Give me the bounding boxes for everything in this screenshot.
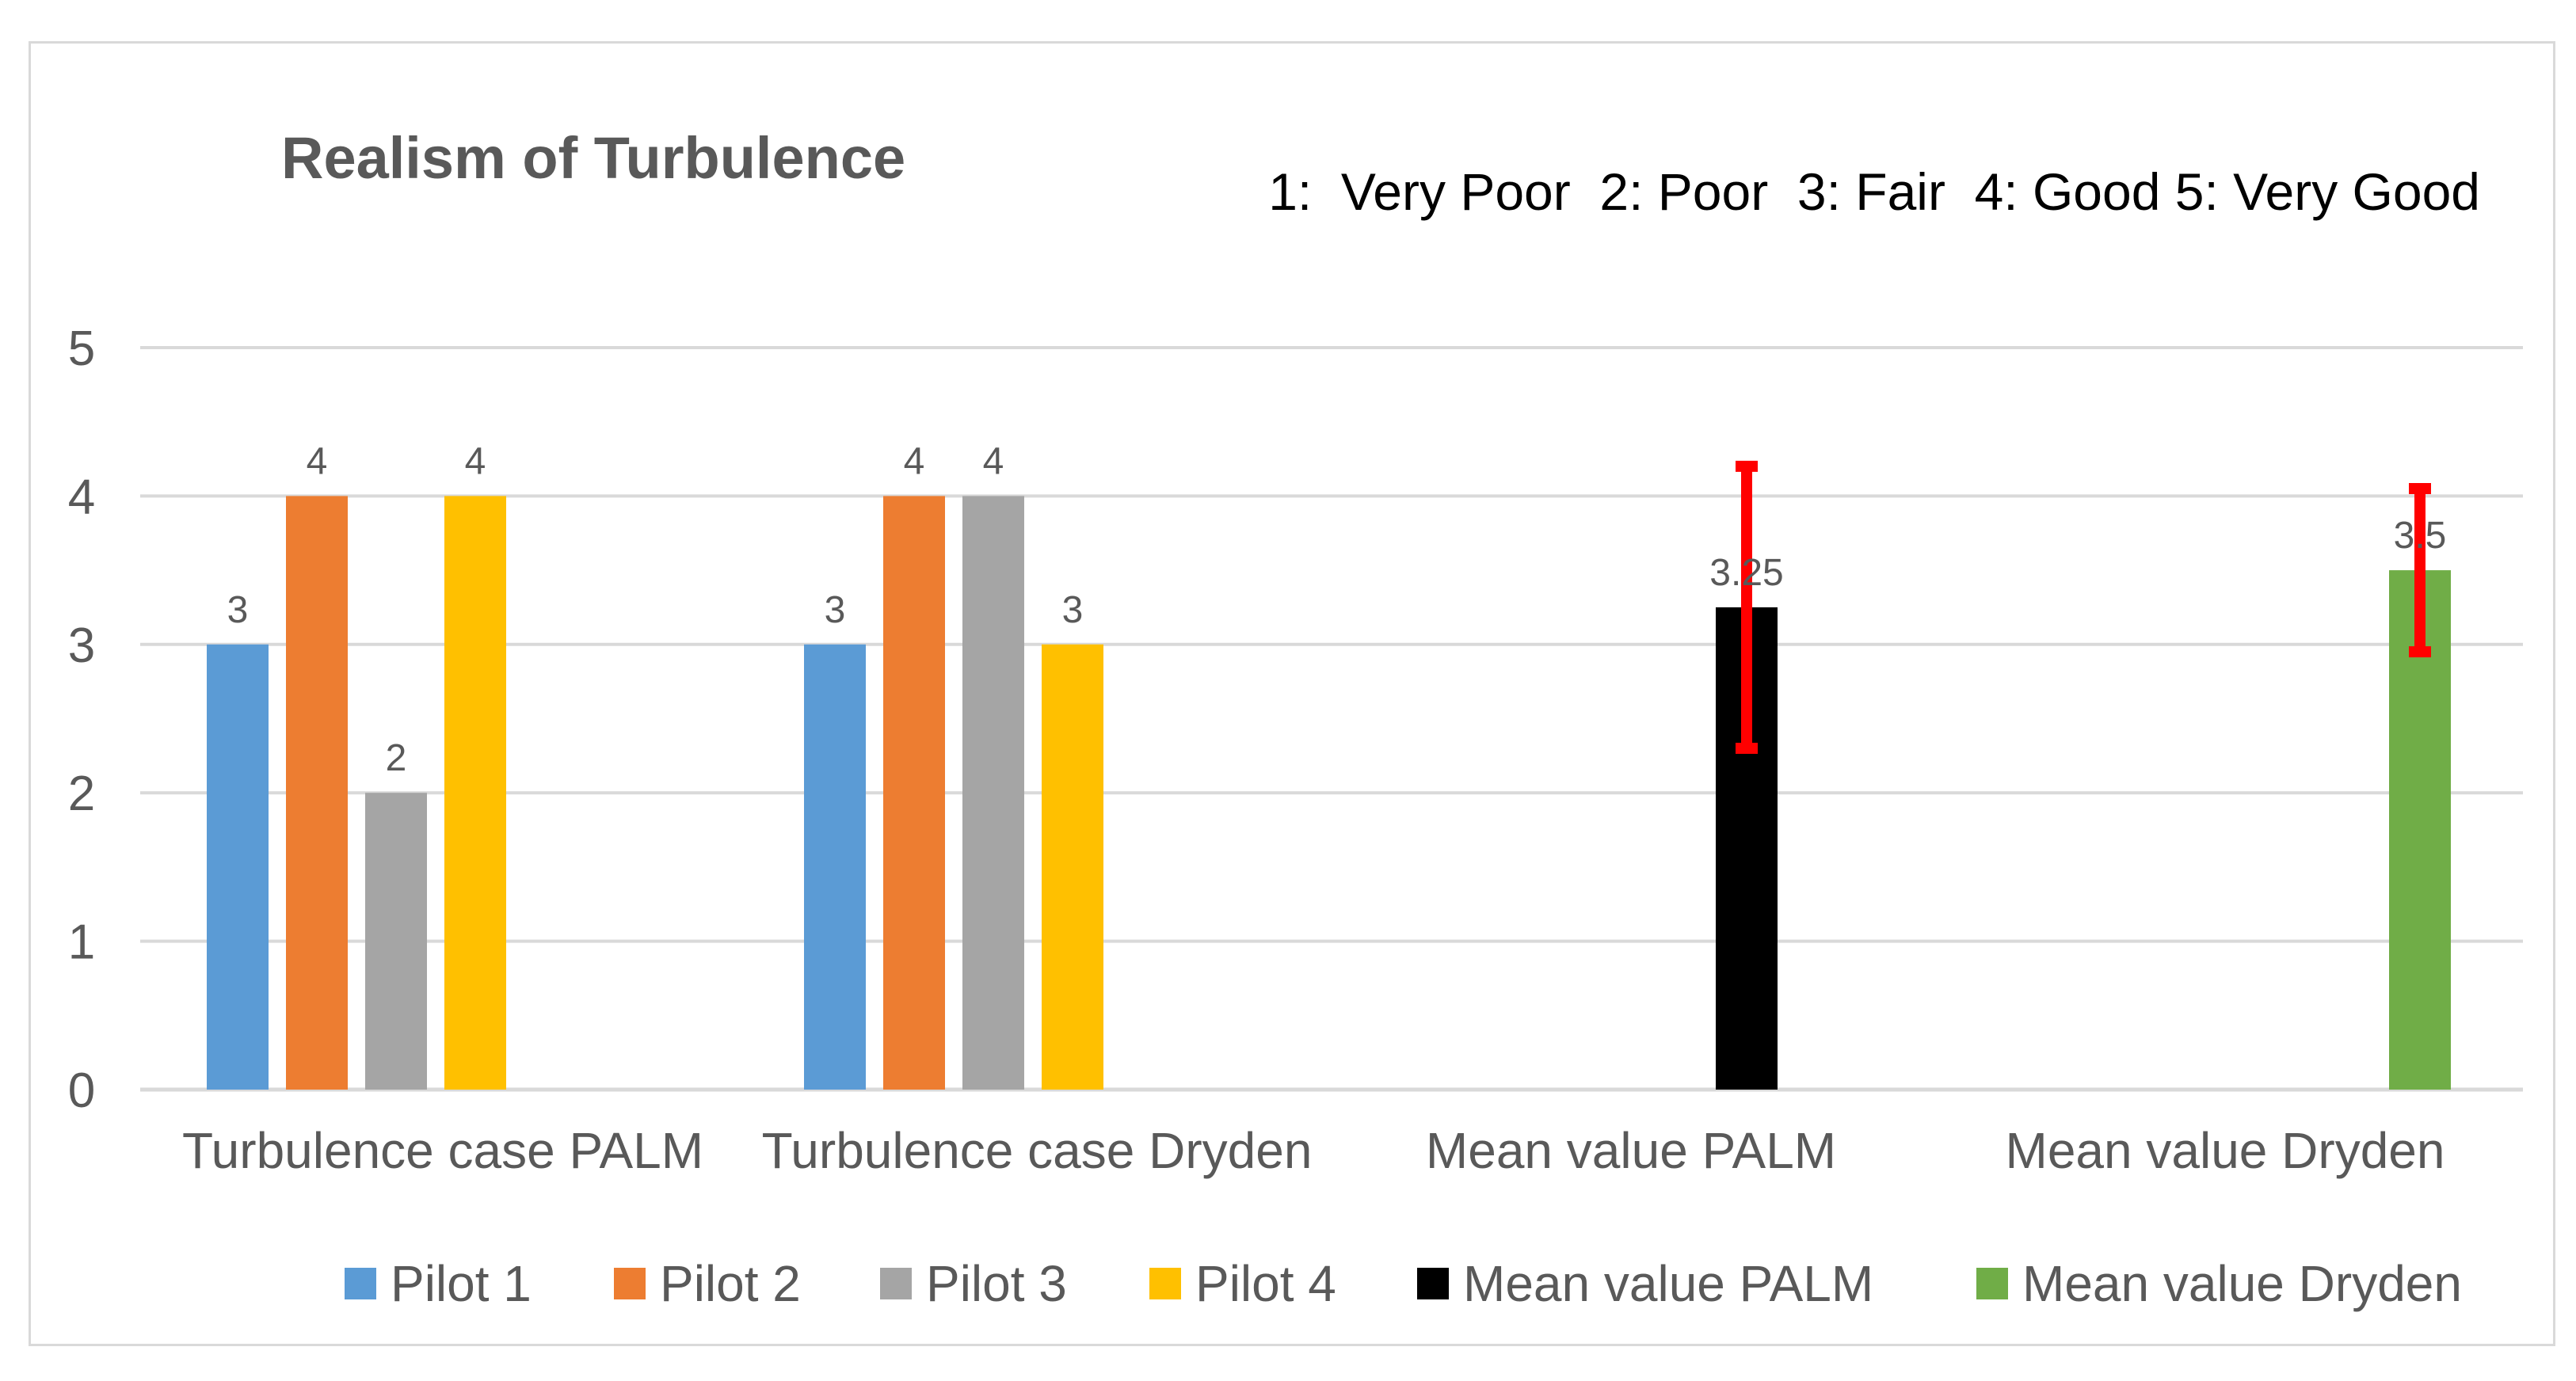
error-bars (1736, 460, 2431, 754)
bar-pilot-1 (804, 644, 866, 1090)
legend-label: Mean value Dryden (2022, 1255, 2462, 1312)
legend-label: Pilot 2 (660, 1255, 801, 1312)
legend-swatch (1149, 1268, 1181, 1299)
y-tick-label: 0 (68, 1063, 95, 1118)
legend-swatch (880, 1268, 912, 1299)
data-label: 4 (465, 440, 486, 482)
legend-label: Pilot 4 (1195, 1255, 1336, 1312)
legend-swatch (345, 1268, 376, 1299)
y-axis-ticks: 0 1 2 3 4 5 (68, 321, 95, 1118)
category-label: Mean value Dryden (2006, 1122, 2445, 1179)
legend-swatch (1976, 1268, 2008, 1299)
bar-pilot-4 (444, 496, 506, 1090)
y-tick-label: 2 (68, 767, 95, 821)
data-label: 3.25 (1709, 552, 1783, 594)
category-label: Turbulence case PALM (182, 1122, 703, 1179)
category-label: Mean value PALM (1426, 1122, 1836, 1179)
y-tick-label: 5 (68, 321, 95, 376)
legend-label: Mean value PALM (1463, 1255, 1873, 1312)
legend-swatch (614, 1268, 646, 1299)
category-labels: Turbulence case PALM Turbulence case Dryd… (182, 1122, 2445, 1179)
data-label: 4 (307, 440, 328, 482)
bar-pilot-2 (883, 496, 945, 1090)
data-label: 3.5 (2394, 515, 2447, 557)
data-label: 2 (386, 737, 407, 779)
legend: Pilot 1 Pilot 2 Pilot 3 Pilot 4 Mean value P… (345, 1255, 2462, 1312)
bar-pilot-2 (286, 496, 348, 1090)
chart-title: Realism of Turbulence (281, 125, 905, 191)
data-label: 3 (227, 589, 249, 631)
bar-pilot-1 (207, 644, 269, 1090)
category-label: Turbulence case Dryden (762, 1122, 1313, 1179)
data-label: 4 (983, 440, 1004, 482)
bar-pilot-4 (1042, 644, 1103, 1090)
data-labels: 3 4 2 4 3 4 4 3 3.25 3.5 (227, 440, 2447, 779)
rating-scale-note: 1: Very Poor 2: Poor 3: Fair 4: Good 5: … (1268, 162, 2480, 221)
legend-label: Pilot 1 (391, 1255, 532, 1312)
chart-frame: Realism of Turbulence 1: Very Poor 2: Po… (29, 41, 2555, 1346)
y-tick-label: 4 (68, 470, 95, 524)
chart-svg: Realism of Turbulence 1: Very Poor 2: Po… (68, 125, 2523, 1312)
bar-pilot-3 (962, 496, 1024, 1090)
data-label: 4 (904, 440, 925, 482)
legend-swatch (1417, 1268, 1449, 1299)
gridlines (140, 346, 2523, 1092)
bars (207, 496, 2451, 1090)
legend-label: Pilot 3 (926, 1255, 1067, 1312)
bar-pilot-3 (365, 793, 427, 1090)
y-tick-label: 3 (68, 618, 95, 673)
data-label: 3 (1062, 589, 1084, 631)
y-tick-label: 1 (68, 915, 95, 970)
data-label: 3 (825, 589, 846, 631)
